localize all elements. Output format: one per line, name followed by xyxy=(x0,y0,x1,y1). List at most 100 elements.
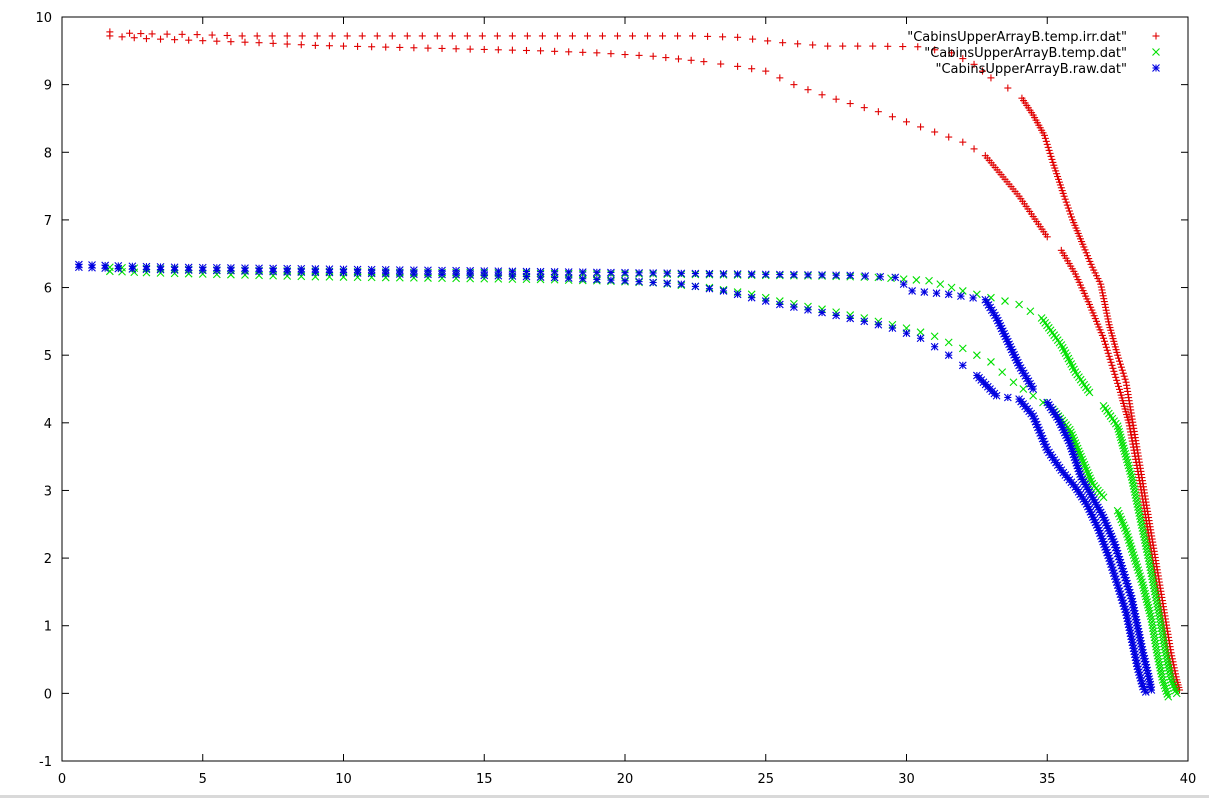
data-point xyxy=(1116,385,1124,393)
data-point xyxy=(1116,360,1124,368)
data-point xyxy=(1116,357,1124,365)
data-point xyxy=(1061,195,1069,203)
data-point xyxy=(659,32,667,40)
data-point xyxy=(931,128,939,136)
data-point xyxy=(283,40,291,48)
x-tick-label: 5 xyxy=(199,772,207,787)
data-point xyxy=(592,268,601,277)
data-point xyxy=(1142,545,1151,553)
data-point xyxy=(1081,463,1090,472)
data-point xyxy=(128,265,137,273)
data-point xyxy=(733,270,742,278)
data-point xyxy=(298,32,306,40)
data-point xyxy=(1136,515,1145,523)
data-point xyxy=(1104,315,1112,323)
series-1 xyxy=(106,28,1184,694)
data-point xyxy=(649,269,658,277)
data-point xyxy=(818,271,826,279)
data-point xyxy=(1113,376,1121,384)
legend: "CabinsUpperArrayB.temp.irr.dat""CabinsU… xyxy=(907,30,1160,77)
data-point xyxy=(1047,152,1055,160)
data-point xyxy=(917,123,925,131)
data-point xyxy=(1060,192,1068,200)
data-point xyxy=(959,55,967,63)
data-point xyxy=(687,56,695,64)
data-point xyxy=(137,30,145,38)
legend-marker xyxy=(1152,64,1160,72)
data-point xyxy=(916,334,925,343)
data-point xyxy=(1068,213,1076,221)
data-point xyxy=(747,293,756,302)
data-point xyxy=(1161,684,1170,693)
data-point xyxy=(1162,651,1170,660)
data-point xyxy=(689,32,697,40)
data-point xyxy=(1142,542,1150,550)
data-point xyxy=(1156,618,1165,626)
data-point xyxy=(1087,477,1096,485)
data-point xyxy=(1126,467,1134,476)
data-point xyxy=(1116,430,1124,439)
data-point xyxy=(433,32,441,40)
data-point xyxy=(1164,692,1173,701)
data-point xyxy=(1085,255,1093,263)
data-point xyxy=(1043,233,1051,241)
data-point xyxy=(130,34,138,42)
data-point xyxy=(1156,663,1165,672)
data-point xyxy=(1120,372,1128,380)
data-point xyxy=(184,269,193,278)
data-point xyxy=(1105,352,1113,360)
data-point xyxy=(1159,678,1168,687)
data-point xyxy=(1153,651,1162,660)
data-point xyxy=(635,277,643,286)
data-point xyxy=(1122,611,1131,620)
data-point xyxy=(1146,612,1155,621)
data-point xyxy=(804,86,812,94)
data-point xyxy=(325,268,334,277)
data-point xyxy=(368,43,376,51)
data-point xyxy=(1152,645,1161,654)
x-tick-label: 25 xyxy=(757,772,774,787)
data-point xyxy=(466,271,475,279)
data-point xyxy=(508,32,516,40)
window-bottom-border xyxy=(0,795,1209,798)
data-point xyxy=(105,267,114,276)
axis-ticks: 0 5 10 15 20 25 30 35 40 -1 0 1 2 3 4 5 6 7 8 9 10 xyxy=(35,11,1196,787)
x-tick-label: 40 xyxy=(1180,772,1197,787)
data-point xyxy=(1149,627,1158,636)
data-point xyxy=(1153,599,1161,608)
data-point xyxy=(1170,684,1179,692)
data-point xyxy=(227,38,235,46)
data-point xyxy=(607,276,615,284)
data-point xyxy=(297,41,305,49)
data-point xyxy=(1078,455,1087,464)
data-point xyxy=(1129,479,1137,487)
data-point xyxy=(854,42,862,50)
data-point xyxy=(1140,533,1149,541)
data-point xyxy=(1102,303,1110,311)
data-point xyxy=(297,268,306,277)
data-point xyxy=(170,266,179,274)
data-point xyxy=(916,328,925,337)
data-point xyxy=(1156,666,1165,675)
data-point xyxy=(846,314,855,323)
data-point xyxy=(888,113,896,121)
data-point xyxy=(1081,246,1089,254)
data-point xyxy=(925,276,933,285)
data-point xyxy=(1165,666,1174,675)
data-point xyxy=(903,118,910,126)
plot-frame xyxy=(61,16,1189,762)
data-point xyxy=(1066,210,1074,218)
data-point xyxy=(1085,388,1094,397)
data-point xyxy=(1151,590,1160,599)
data-point xyxy=(142,35,150,43)
x-tick-label: 30 xyxy=(898,772,915,787)
data-point xyxy=(1137,521,1146,529)
data-point xyxy=(705,284,714,293)
data-point xyxy=(1001,297,1009,305)
data-point xyxy=(106,32,114,40)
data-point xyxy=(373,32,381,40)
data-point xyxy=(1043,140,1051,148)
data-point xyxy=(583,32,591,40)
data-point xyxy=(1119,441,1127,450)
data-point xyxy=(1118,438,1127,447)
